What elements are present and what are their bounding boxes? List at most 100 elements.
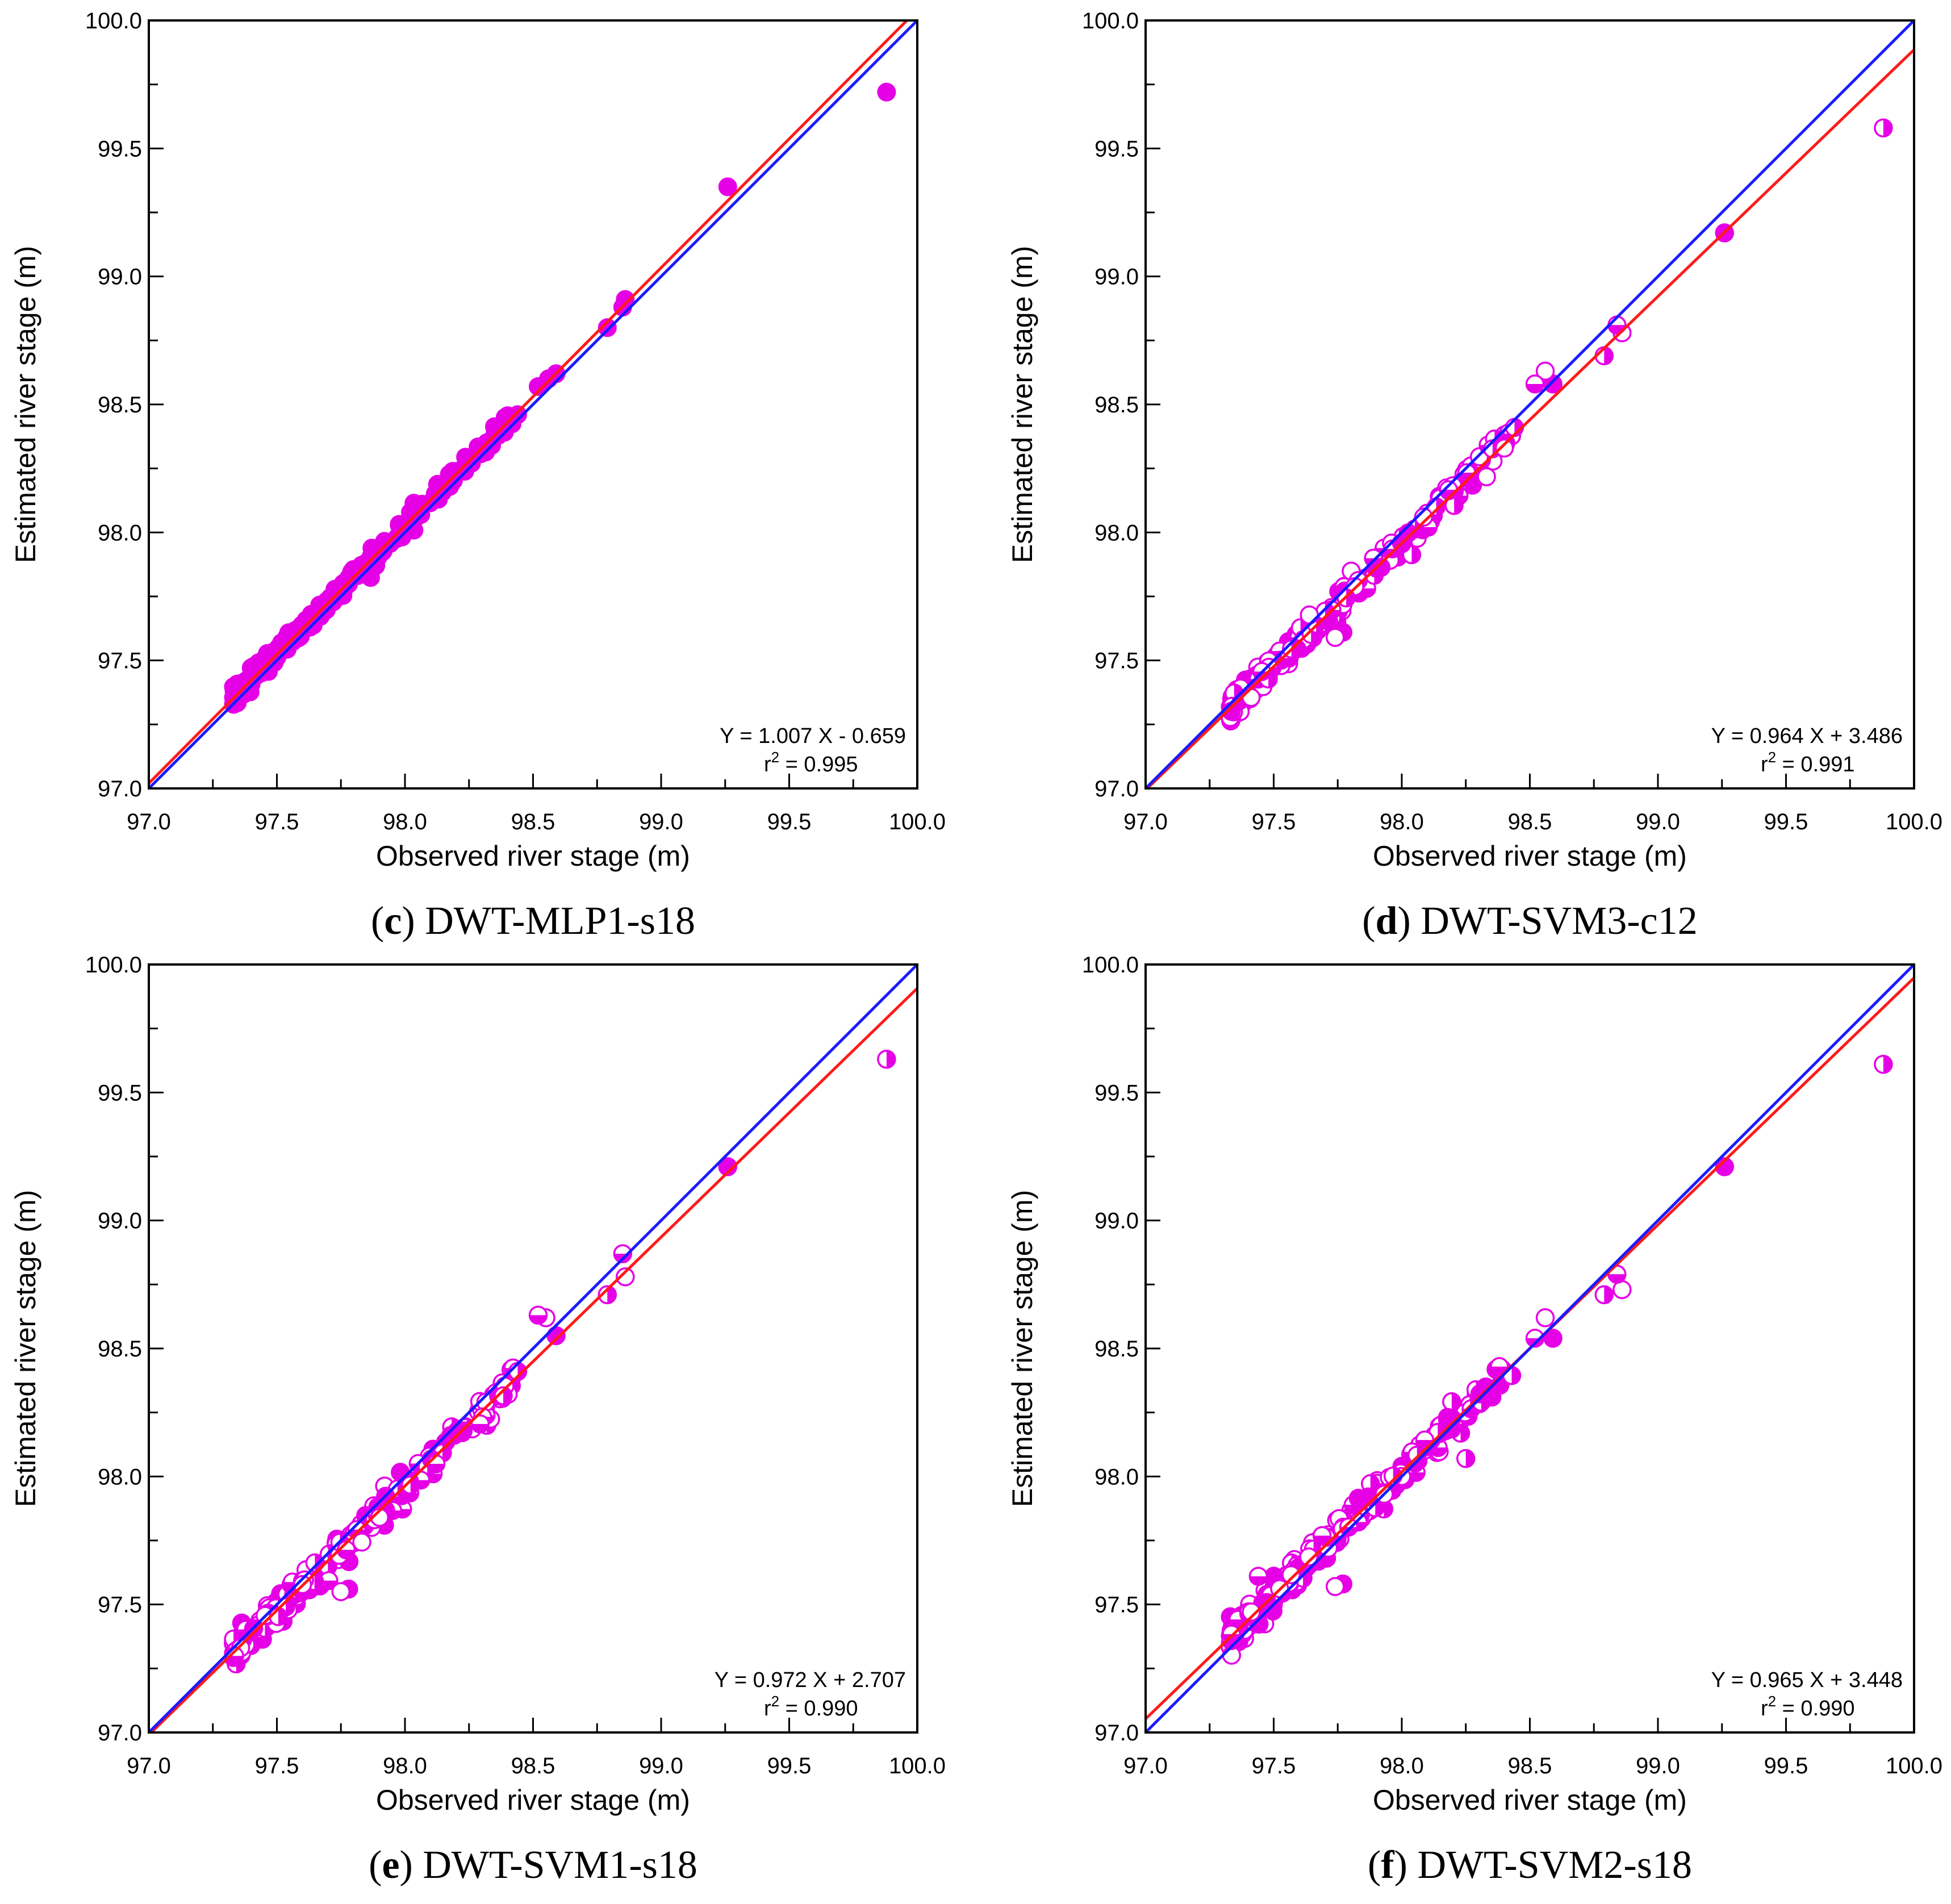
reference-lines bbox=[1146, 20, 1914, 788]
y-tick-label: 98.0 bbox=[98, 520, 142, 545]
panel-caption: (d) DWT-SVM3-c12 bbox=[1362, 899, 1697, 943]
r-squared-label: r2 = 0.990 bbox=[764, 1693, 858, 1721]
y-tick-label: 98.0 bbox=[1094, 1464, 1139, 1489]
plot-frame bbox=[148, 19, 918, 790]
x-tick-label: 99.5 bbox=[1764, 1753, 1808, 1778]
x-tick-label: 97.0 bbox=[127, 1753, 171, 1778]
data-point bbox=[718, 1157, 738, 1176]
caption-paren-close: ) bbox=[402, 899, 425, 943]
caption-label: e bbox=[382, 1843, 399, 1887]
panel-caption: (f) DWT-SVM2-s18 bbox=[1368, 1843, 1692, 1887]
y-axis-label: Estimated river stage (m) bbox=[1006, 246, 1038, 563]
data-point bbox=[1477, 467, 1496, 487]
caption-paren-open: ( bbox=[369, 1843, 382, 1887]
x-tick-label: 97.5 bbox=[1252, 1753, 1296, 1778]
r-symbol: r bbox=[764, 1697, 771, 1721]
data-point bbox=[1470, 1384, 1490, 1404]
data-point bbox=[1874, 1055, 1893, 1074]
data-point bbox=[1371, 558, 1391, 577]
panel-e: 97.0 97.5 98.0 98.5 99.0 99.5 100.0 97.0 97.5 98.… bbox=[10, 953, 946, 1887]
y-tick-label: 99.0 bbox=[1094, 1209, 1139, 1234]
x-axis-label: Observed river stage (m) bbox=[1373, 840, 1687, 872]
caption-label: c bbox=[384, 899, 402, 943]
x-tick-label: 98.5 bbox=[511, 1753, 555, 1778]
y-tick-label: 97.0 bbox=[1094, 1721, 1139, 1746]
panel-caption: (c) DWT-MLP1-s18 bbox=[371, 899, 695, 943]
data-point bbox=[1248, 1567, 1268, 1586]
x-tick-label: 100.0 bbox=[1886, 809, 1942, 834]
x-tick-label: 98.5 bbox=[511, 809, 555, 834]
data-point bbox=[1361, 1474, 1380, 1493]
x-tick-label: 97.0 bbox=[1123, 809, 1168, 834]
x-tick-label: 98.0 bbox=[1380, 809, 1424, 834]
caption-title: DWT-MLP1-s18 bbox=[425, 899, 695, 943]
x-tick-label: 98.0 bbox=[383, 809, 427, 834]
r-squared-value: = 0.990 bbox=[1776, 1697, 1854, 1721]
y-tick-label: 97.0 bbox=[98, 1721, 142, 1746]
caption-title: DWT-SVM1-s18 bbox=[423, 1843, 697, 1887]
y-tick-label: 98.5 bbox=[98, 393, 142, 417]
y-tick-label: 99.5 bbox=[1094, 1080, 1139, 1105]
reference-lines bbox=[1146, 964, 1914, 1732]
panel-d: 97.0 97.5 98.0 98.5 99.0 99.5 100.0 97.0 97.5 98.… bbox=[1006, 9, 1942, 943]
y-tick-label: 100.0 bbox=[1082, 9, 1139, 34]
data-point bbox=[352, 1533, 371, 1552]
y-tick-label: 97.5 bbox=[1094, 1593, 1139, 1618]
data-point bbox=[877, 82, 896, 102]
x-axis-label: Observed river stage (m) bbox=[376, 1784, 690, 1816]
caption-label: f bbox=[1381, 1843, 1394, 1887]
x-tick-label: 97.5 bbox=[1252, 809, 1296, 834]
data-point bbox=[1312, 1526, 1332, 1546]
data-point bbox=[529, 377, 548, 396]
data-point bbox=[1543, 1329, 1563, 1348]
data-point bbox=[1874, 118, 1893, 138]
y-tick-label: 100.0 bbox=[1082, 953, 1139, 978]
data-point bbox=[528, 1305, 548, 1325]
r-squared-label: r2 = 0.990 bbox=[1761, 1693, 1855, 1721]
x-tick-label: 99.5 bbox=[767, 1753, 812, 1778]
regression-line bbox=[1146, 48, 1914, 788]
r-squared-value: = 0.995 bbox=[779, 753, 858, 776]
y-tick-label: 98.0 bbox=[98, 1464, 142, 1489]
regression-equation: Y = 0.972 X + 2.707 bbox=[715, 1668, 906, 1692]
reference-lines bbox=[149, 20, 917, 788]
data-point bbox=[1444, 496, 1464, 515]
x-tick-label: 98.0 bbox=[1380, 1753, 1424, 1778]
scatter-points bbox=[224, 82, 896, 714]
data-point bbox=[1715, 1157, 1735, 1176]
y-tick-label: 99.0 bbox=[1094, 265, 1139, 290]
one-to-one-line bbox=[1146, 20, 1914, 788]
caption-label: d bbox=[1376, 899, 1398, 943]
x-tick-label: 100.0 bbox=[1886, 1753, 1942, 1778]
data-point bbox=[1502, 1366, 1522, 1385]
y-tick-label: 98.5 bbox=[98, 1337, 142, 1362]
x-tick-label: 97.5 bbox=[255, 809, 299, 834]
data-point bbox=[319, 1571, 339, 1590]
data-point bbox=[1325, 1577, 1345, 1596]
reference-lines bbox=[149, 964, 917, 1732]
y-tick-label: 99.5 bbox=[1094, 136, 1139, 161]
x-axis-label: Observed river stage (m) bbox=[1373, 1784, 1687, 1816]
r-superscript: 2 bbox=[1768, 1693, 1776, 1710]
data-point bbox=[331, 1582, 350, 1601]
data-point bbox=[293, 616, 312, 636]
y-axis-label: Estimated river stage (m) bbox=[10, 1190, 41, 1507]
panel-f: 97.0 97.5 98.0 98.5 99.0 99.5 100.0 97.0 97.5 98.… bbox=[1006, 953, 1942, 1887]
y-tick-label: 99.5 bbox=[98, 1080, 142, 1105]
one-to-one-line bbox=[149, 20, 917, 788]
data-point bbox=[470, 1414, 490, 1434]
x-tick-label: 100.0 bbox=[889, 809, 946, 834]
r-superscript: 2 bbox=[771, 749, 779, 766]
data-point bbox=[381, 534, 400, 553]
y-tick-label: 97.5 bbox=[1094, 649, 1139, 674]
scatter-points bbox=[1221, 1055, 1893, 1665]
data-point bbox=[400, 1475, 420, 1495]
y-tick-label: 100.0 bbox=[85, 9, 142, 34]
data-point bbox=[613, 1244, 633, 1264]
x-tick-label: 97.5 bbox=[255, 1753, 299, 1778]
x-tick-label: 99.0 bbox=[639, 809, 683, 834]
x-tick-label: 99.0 bbox=[639, 1753, 683, 1778]
x-tick-label: 100.0 bbox=[889, 1753, 946, 1778]
data-point bbox=[1348, 1488, 1368, 1508]
regression-equation: Y = 0.964 X + 3.486 bbox=[1711, 724, 1903, 748]
